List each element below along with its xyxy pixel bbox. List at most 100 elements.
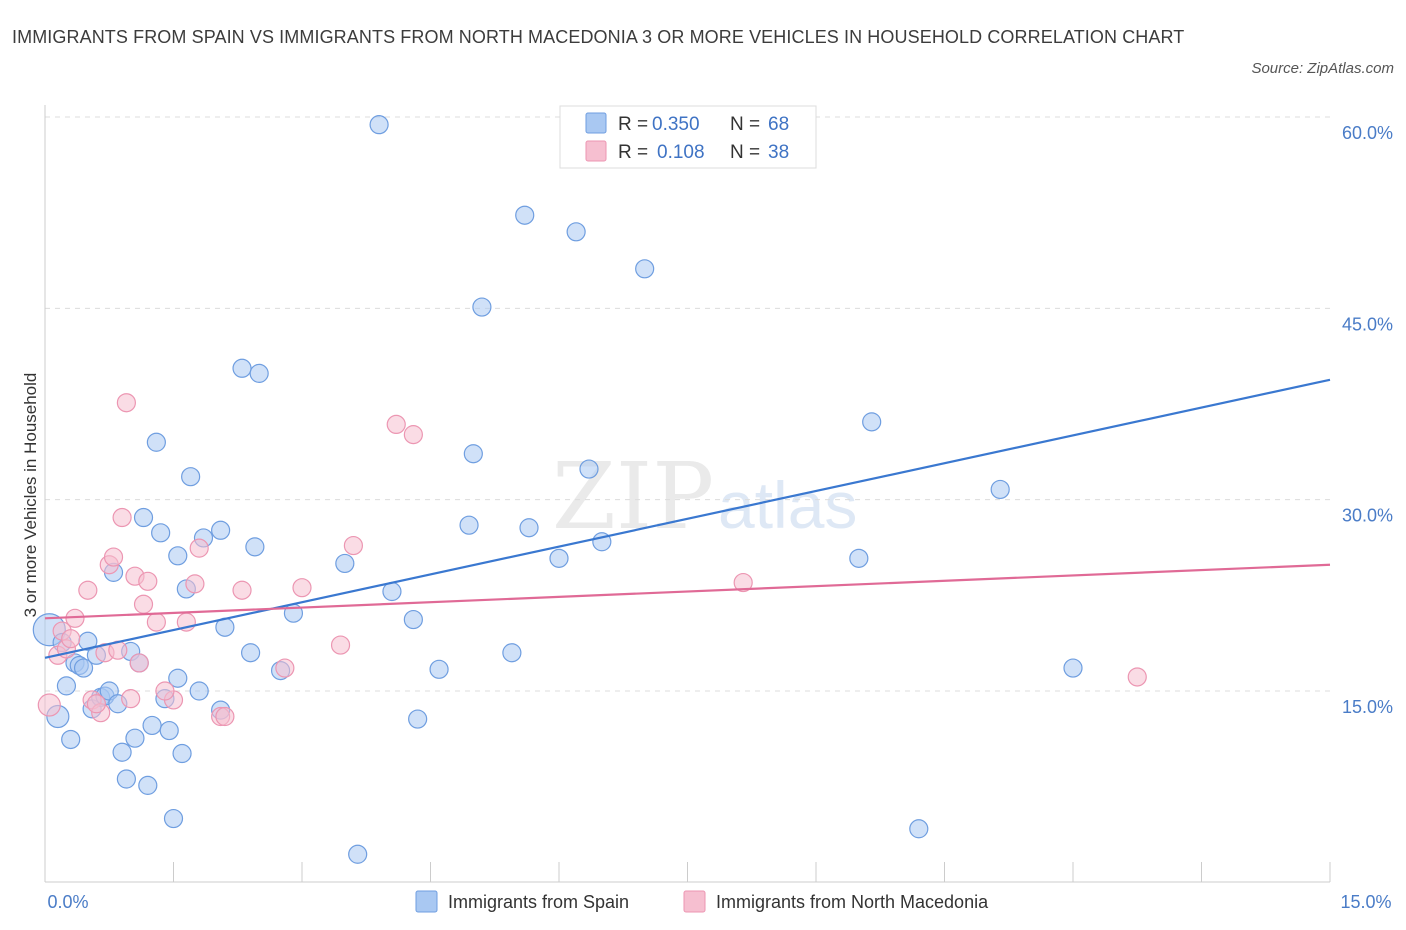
spain-point-22 — [138, 775, 158, 795]
x-tick-label-max: 15.0% — [1340, 892, 1391, 912]
watermark-atlas: atlas — [718, 468, 857, 542]
legend-n-value-spain: 68 — [768, 114, 789, 135]
north-macedonia-point-4 — [61, 629, 81, 649]
north-macedonia-point-23 — [185, 574, 205, 594]
bottom-legend-swatch-spain — [415, 890, 438, 913]
north-macedonia-point-15 — [121, 689, 141, 709]
spain-point-3 — [56, 676, 77, 696]
spain-point-61 — [862, 412, 882, 432]
spain-point-55 — [549, 548, 569, 568]
spain-point-63 — [990, 479, 1010, 500]
north-macedonia-point-31 — [343, 535, 363, 556]
north-macedonia-point-28 — [275, 658, 295, 678]
spain-point-29 — [168, 546, 188, 566]
north-macedonia-point-0 — [37, 693, 61, 717]
y-tick-label-3: 60.0% — [1342, 123, 1393, 143]
spain-point-49 — [459, 515, 479, 535]
legend-n-label-north-macedonia: N = — [730, 142, 760, 163]
north-macedonia-point-13 — [112, 507, 132, 528]
axes — [44, 105, 1331, 883]
north-macedonia-point-30 — [330, 635, 351, 655]
series-north-macedonia-points — [37, 393, 1147, 727]
north-macedonia-point-32 — [386, 414, 406, 435]
legend-r-value-north-macedonia: 0.108 — [657, 142, 705, 163]
spain-point-27 — [159, 720, 179, 741]
legend-r-label-spain: R = — [618, 114, 648, 135]
north-macedonia-point-26 — [215, 706, 235, 727]
spain-point-16 — [112, 742, 132, 762]
y-tick-label-0: 15.0% — [1342, 697, 1393, 717]
source-label: Source: ZipAtlas.com — [1251, 60, 1394, 77]
spain-point-37 — [232, 358, 252, 378]
north-macedonia-point-33 — [403, 425, 423, 445]
trend-line-north-macedonia — [44, 563, 1331, 620]
bottom-legend-swatch-north-macedonia — [683, 890, 706, 913]
spain-point-57 — [579, 459, 599, 479]
legend-r-value-spain: 0.350 — [652, 114, 700, 135]
bottom-legend-label-spain: Immigrants from Spain — [448, 892, 629, 912]
spain-point-7 — [73, 658, 94, 678]
spain-point-28 — [163, 808, 184, 829]
north-macedonia-point-24 — [189, 538, 209, 558]
spain-point-53 — [515, 205, 535, 225]
spain-point-23 — [142, 715, 162, 736]
trend-line-spain — [44, 378, 1331, 659]
north-macedonia-point-14 — [116, 393, 136, 413]
spain-point-19 — [125, 728, 145, 748]
north-macedonia-point-18 — [133, 594, 154, 614]
spain-point-35 — [211, 520, 231, 540]
watermark-zip: ZIP — [552, 443, 714, 550]
spain-point-39 — [245, 537, 265, 557]
spain-point-56 — [566, 222, 586, 242]
y-tick-labels: 15.0% 30.0% 45.0% 60.0% — [1342, 123, 1393, 717]
spain-point-44 — [348, 844, 368, 864]
north-macedonia-point-27 — [232, 580, 252, 600]
y-tick-label-2: 45.0% — [1342, 314, 1393, 334]
y-axis-title: 3 or more Vehicles in Household — [21, 373, 40, 618]
spain-point-51 — [472, 297, 492, 317]
series-legend: Immigrants from Spain Immigrants from No… — [415, 890, 989, 913]
spain-point-43 — [369, 115, 389, 135]
spain-point-40 — [249, 363, 269, 383]
gridlines — [45, 116, 1330, 692]
north-macedonia-point-11 — [103, 547, 124, 567]
north-macedonia-point-17 — [129, 653, 149, 673]
spain-point-50 — [463, 444, 483, 464]
legend-r-label-north-macedonia: R = — [618, 142, 648, 163]
series-spain-points — [32, 115, 1083, 864]
spain-point-54 — [519, 518, 539, 538]
spain-point-4 — [61, 729, 81, 750]
spain-point-33 — [189, 681, 209, 701]
north-macedonia-point-19 — [138, 571, 158, 591]
legend-n-value-north-macedonia: 38 — [768, 142, 789, 163]
legend-n-label-spain: N = — [730, 114, 760, 135]
spain-point-46 — [403, 609, 423, 630]
legend-swatch-spain — [585, 112, 607, 134]
spain-point-38 — [241, 643, 261, 663]
spain-point-64 — [1063, 658, 1083, 678]
north-macedonia-point-20 — [146, 612, 166, 632]
y-tick-label-1: 30.0% — [1342, 506, 1393, 526]
watermark: ZIP atlas — [552, 443, 857, 550]
spain-point-25 — [151, 523, 171, 543]
spain-point-47 — [408, 709, 428, 729]
north-macedonia-point-35 — [1127, 667, 1147, 687]
chart-title: IMMIGRANTS FROM SPAIN VS IMMIGRANTS FROM… — [12, 27, 1185, 47]
spain-point-30 — [172, 743, 192, 764]
spain-point-66 — [168, 668, 188, 688]
spain-point-24 — [146, 432, 166, 452]
north-macedonia-point-6 — [78, 580, 98, 600]
spain-point-59 — [635, 259, 655, 279]
north-macedonia-point-37 — [155, 681, 175, 701]
correlation-legend: R = 0.350 N = 68 R = 0.108 N = 38 — [559, 105, 817, 169]
spain-point-21 — [133, 507, 154, 528]
spain-point-17 — [116, 769, 136, 789]
north-macedonia-point-34 — [733, 572, 753, 593]
spain-point-62 — [909, 819, 929, 839]
spain-point-48 — [429, 659, 449, 679]
north-macedonia-point-36 — [86, 694, 107, 714]
spain-point-67 — [335, 553, 355, 574]
north-macedonia-point-29 — [292, 578, 312, 598]
bottom-legend-label-north-macedonia: Immigrants from North Macedonia — [716, 892, 989, 912]
